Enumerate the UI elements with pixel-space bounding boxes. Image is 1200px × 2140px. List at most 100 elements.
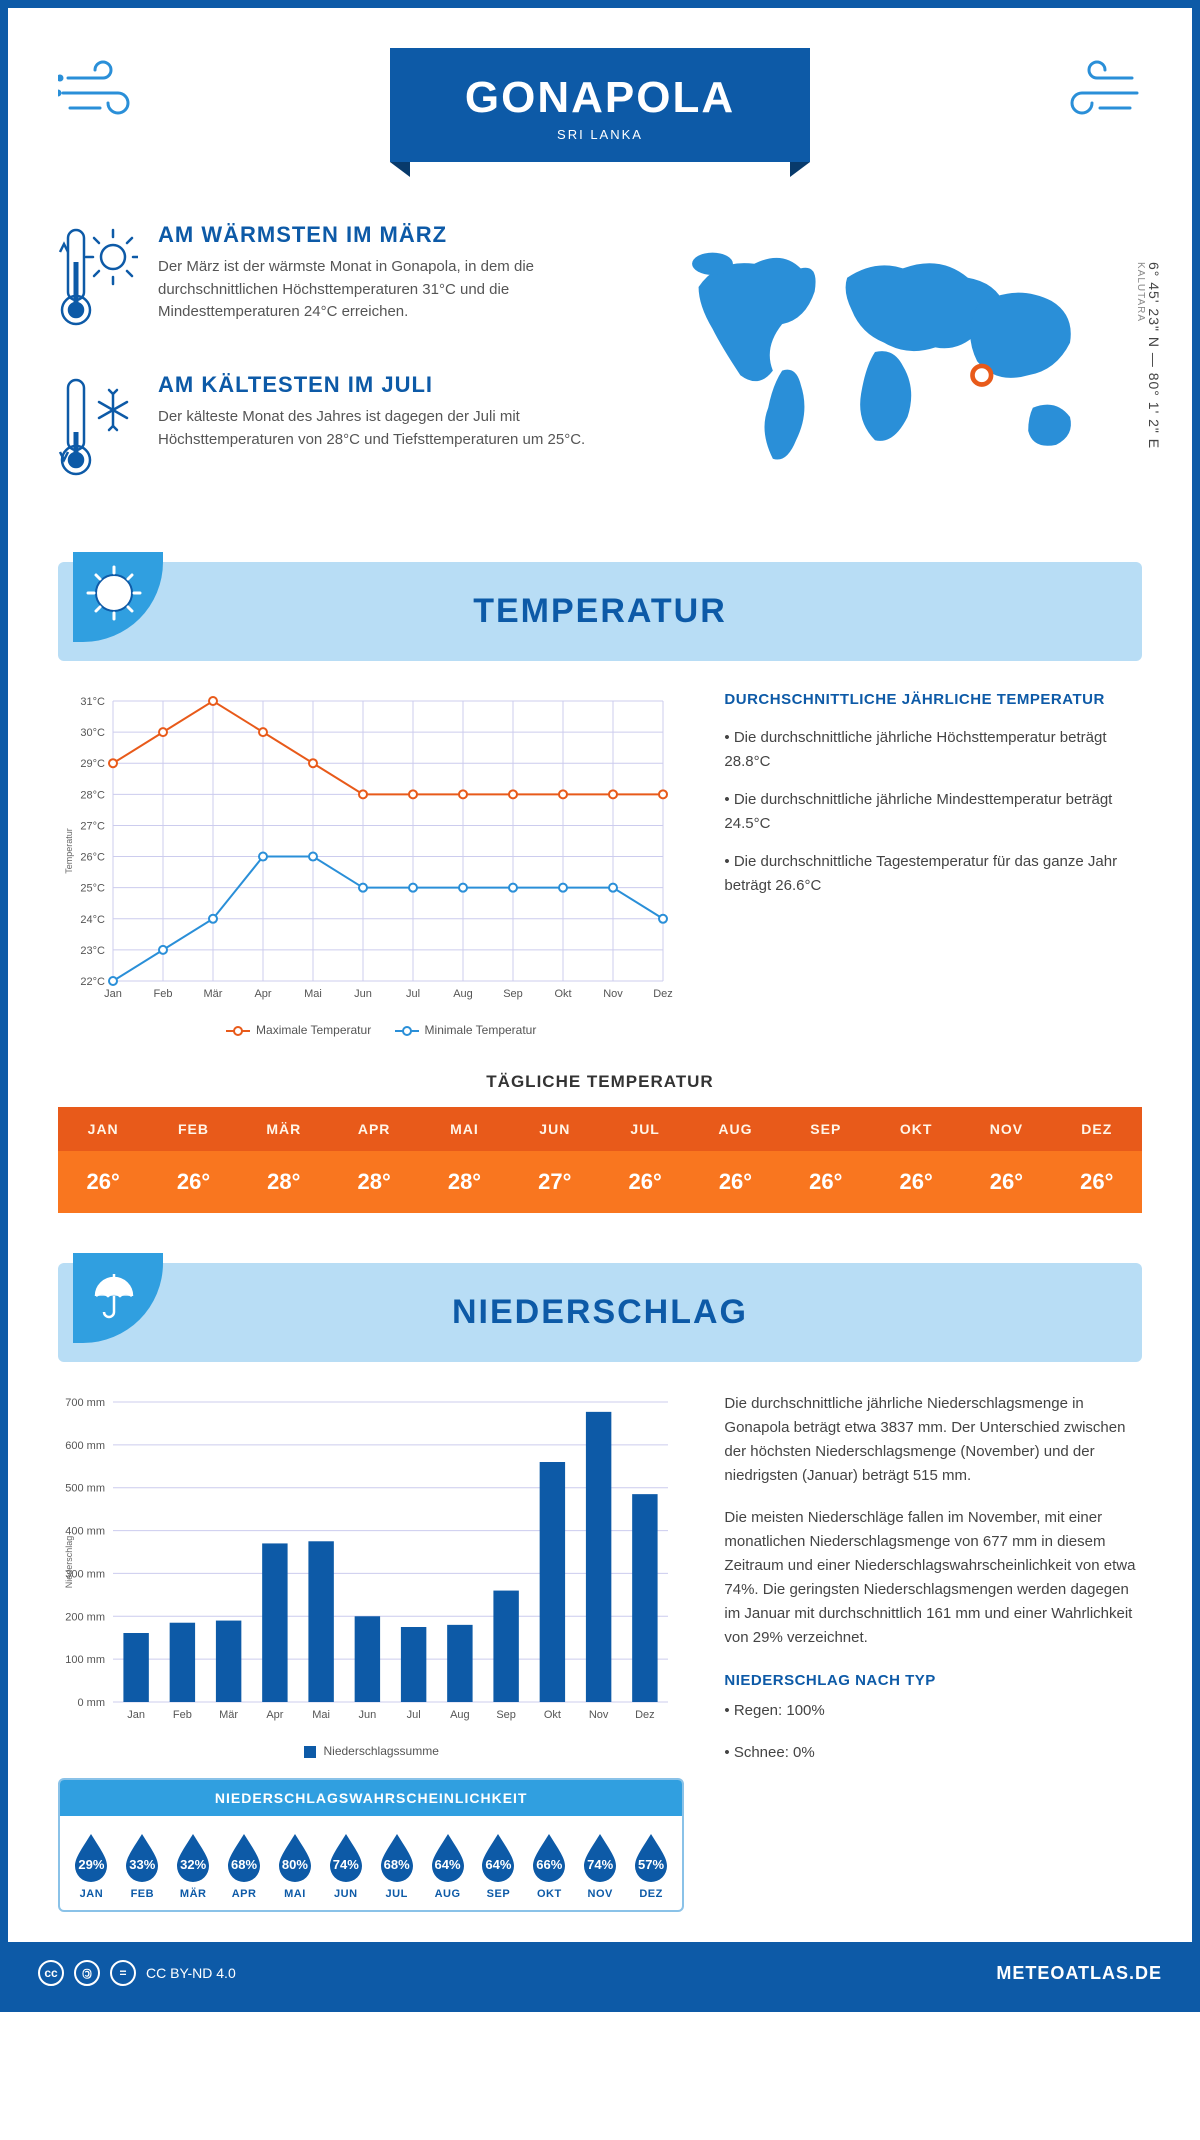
svg-text:Jun: Jun bbox=[359, 1709, 377, 1721]
temp-text-title: DURCHSCHNITTLICHE JÄHRLICHE TEMPERATUR bbox=[724, 691, 1142, 708]
title-banner: GONAPOLA SRI LANKA bbox=[390, 48, 810, 162]
raindrop-icon: 32% bbox=[171, 1830, 215, 1882]
prob-cell: 66%OKT bbox=[526, 1830, 573, 1900]
raindrop-icon: 29% bbox=[69, 1830, 113, 1882]
raindrop-icon: 80% bbox=[273, 1830, 317, 1882]
svg-text:Mär: Mär bbox=[204, 988, 223, 1000]
daily-col: SEP26° bbox=[781, 1107, 871, 1213]
daily-col: OKT26° bbox=[871, 1107, 961, 1213]
prob-cell: 64%SEP bbox=[475, 1830, 522, 1900]
svg-text:Okt: Okt bbox=[544, 1709, 561, 1721]
temperature-line-chart: 22°C23°C24°C25°C26°C27°C28°C29°C30°C31°C… bbox=[58, 691, 684, 1011]
svg-text:600 mm: 600 mm bbox=[65, 1440, 105, 1452]
svg-text:700 mm: 700 mm bbox=[65, 1397, 105, 1409]
footer: cc 🄯 = CC BY-ND 4.0 METEOATLAS.DE bbox=[8, 1942, 1192, 2004]
prob-cell: 68%JUL bbox=[373, 1830, 420, 1900]
raindrop-icon: 64% bbox=[476, 1830, 520, 1882]
daily-col: JUL26° bbox=[600, 1107, 690, 1213]
daily-temp-title: TÄGLICHE TEMPERATUR bbox=[58, 1072, 1142, 1092]
country-subtitle: SRI LANKA bbox=[430, 127, 770, 142]
prob-cell: 64%AUG bbox=[424, 1830, 471, 1900]
svg-text:Feb: Feb bbox=[154, 988, 173, 1000]
precipitation-title: NIEDERSCHLAG bbox=[78, 1293, 1122, 1332]
temperature-title: TEMPERATUR bbox=[78, 592, 1122, 631]
svg-text:Okt: Okt bbox=[554, 988, 571, 1000]
svg-text:Mär: Mär bbox=[219, 1709, 238, 1721]
daily-col: JAN26° bbox=[58, 1107, 148, 1213]
warmest-fact: AM WÄRMSTEN IM MÄRZ Der März ist der wär… bbox=[58, 222, 605, 337]
svg-text:Jul: Jul bbox=[407, 1709, 421, 1721]
svg-text:500 mm: 500 mm bbox=[65, 1483, 105, 1495]
coldest-title: AM KÄLTESTEN IM JULI bbox=[158, 372, 605, 398]
temperature-section-header: TEMPERATUR bbox=[58, 562, 1142, 661]
wind-icon bbox=[58, 58, 158, 133]
prob-cell: 74%NOV bbox=[577, 1830, 624, 1900]
thermometer-snow-icon bbox=[58, 372, 138, 487]
prob-cell: 74%JUN bbox=[322, 1830, 369, 1900]
prob-cell: 68%APR bbox=[221, 1830, 268, 1900]
precip-para1: Die durchschnittliche jährliche Niedersc… bbox=[724, 1392, 1142, 1488]
raindrop-icon: 74% bbox=[324, 1830, 368, 1882]
warmest-title: AM WÄRMSTEN IM MÄRZ bbox=[158, 222, 605, 248]
daily-temp-table: JAN26°FEB26°MÄR28°APR28°MAI28°JUN27°JUL2… bbox=[58, 1107, 1142, 1213]
daily-col: FEB26° bbox=[148, 1107, 238, 1213]
svg-text:Jul: Jul bbox=[406, 988, 420, 1000]
prob-cell: 80%MAI bbox=[272, 1830, 319, 1900]
svg-text:27°C: 27°C bbox=[80, 820, 105, 832]
svg-text:Aug: Aug bbox=[450, 1709, 470, 1721]
temp-bullet: • Die durchschnittliche Tagestemperatur … bbox=[724, 850, 1142, 898]
svg-text:Jan: Jan bbox=[127, 1709, 145, 1721]
precipitation-section-header: NIEDERSCHLAG bbox=[58, 1263, 1142, 1362]
svg-text:Aug: Aug bbox=[453, 988, 473, 1000]
daily-col: JUN27° bbox=[510, 1107, 600, 1213]
warmest-text: Der März ist der wärmste Monat in Gonapo… bbox=[158, 256, 605, 324]
prob-cell: 32%MÄR bbox=[170, 1830, 217, 1900]
prob-cell: 29%JAN bbox=[68, 1830, 115, 1900]
precipitation-bar-chart: 0 mm100 mm200 mm300 mm400 mm500 mm600 mm… bbox=[58, 1392, 684, 1732]
world-map bbox=[645, 222, 1142, 482]
city-title: GONAPOLA bbox=[430, 73, 770, 123]
coordinates: 6° 45' 23" N — 80° 1' 2" E KALUTARA bbox=[1135, 262, 1162, 449]
temp-bullet: • Die durchschnittliche jährliche Höchst… bbox=[724, 726, 1142, 774]
svg-text:Nov: Nov bbox=[603, 988, 623, 1000]
svg-text:23°C: 23°C bbox=[80, 945, 105, 957]
precipitation-probability-box: NIEDERSCHLAGSWAHRSCHEINLICHKEIT 29%JAN33… bbox=[58, 1778, 684, 1912]
precipitation-legend: Niederschlagssumme bbox=[58, 1744, 684, 1758]
svg-text:Apr: Apr bbox=[266, 1709, 283, 1721]
svg-text:Sep: Sep bbox=[503, 988, 523, 1000]
header: GONAPOLA SRI LANKA bbox=[8, 8, 1192, 192]
raindrop-icon: 64% bbox=[426, 1830, 470, 1882]
wind-icon bbox=[1042, 58, 1142, 133]
svg-text:Dez: Dez bbox=[653, 988, 673, 1000]
svg-text:Dez: Dez bbox=[635, 1709, 655, 1721]
daily-col: NOV26° bbox=[961, 1107, 1051, 1213]
coldest-text: Der kälteste Monat des Jahres ist dagege… bbox=[158, 406, 605, 451]
svg-text:24°C: 24°C bbox=[80, 914, 105, 926]
daily-col: MÄR28° bbox=[239, 1107, 329, 1213]
location-marker bbox=[972, 366, 991, 385]
svg-text:0 mm: 0 mm bbox=[78, 1697, 106, 1709]
coldest-fact: AM KÄLTESTEN IM JULI Der kälteste Monat … bbox=[58, 372, 605, 487]
by-icon: 🄯 bbox=[74, 1960, 100, 1986]
precip-rain: • Regen: 100% bbox=[724, 1699, 1142, 1723]
thermometer-sun-icon bbox=[58, 222, 138, 337]
precip-snow: • Schnee: 0% bbox=[724, 1741, 1142, 1765]
precip-type-title: NIEDERSCHLAG NACH TYP bbox=[724, 1672, 1142, 1689]
daily-col: APR28° bbox=[329, 1107, 419, 1213]
svg-text:Niederschlag: Niederschlag bbox=[64, 1536, 74, 1589]
svg-text:31°C: 31°C bbox=[80, 696, 105, 708]
svg-text:200 mm: 200 mm bbox=[65, 1611, 105, 1623]
license-text: CC BY-ND 4.0 bbox=[146, 1965, 236, 1981]
prob-cell: 57%DEZ bbox=[628, 1830, 675, 1900]
svg-text:22°C: 22°C bbox=[80, 976, 105, 988]
svg-text:Temperatur: Temperatur bbox=[64, 828, 74, 874]
svg-text:30°C: 30°C bbox=[80, 727, 105, 739]
svg-text:Mai: Mai bbox=[312, 1709, 330, 1721]
svg-text:100 mm: 100 mm bbox=[65, 1654, 105, 1666]
svg-text:28°C: 28°C bbox=[80, 789, 105, 801]
site-name: METEOATLAS.DE bbox=[996, 1963, 1162, 1984]
precip-para2: Die meisten Niederschläge fallen im Nove… bbox=[724, 1506, 1142, 1650]
raindrop-icon: 57% bbox=[629, 1830, 673, 1882]
raindrop-icon: 33% bbox=[120, 1830, 164, 1882]
daily-col: DEZ26° bbox=[1052, 1107, 1142, 1213]
